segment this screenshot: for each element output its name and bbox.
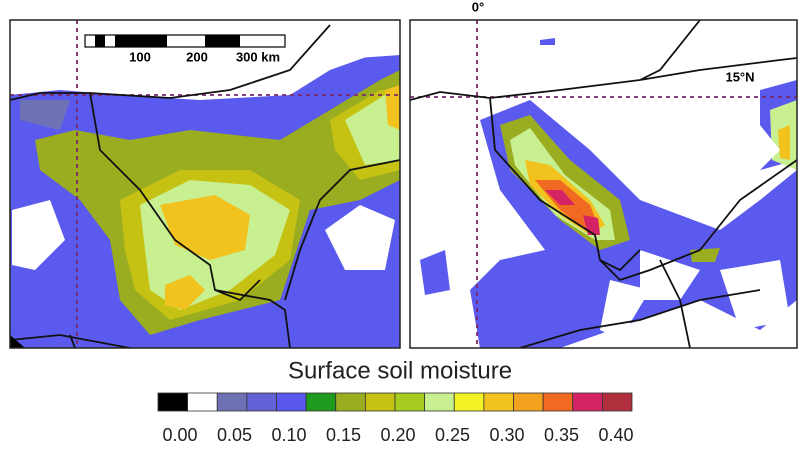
colorbar-cell (157, 392, 189, 412)
colorbar-tick-label: 0.00 (162, 425, 197, 445)
colorbar-cell (305, 392, 337, 412)
colorbar-cell (542, 392, 574, 412)
colorbar-cell (187, 392, 218, 412)
colorbar: 0.00 0.05 0.10 0.15 0.20 0.25 0.30 0.35 0.40 (157, 392, 634, 445)
scale-label: 100 (129, 49, 151, 64)
colorbar-cell (601, 392, 633, 412)
colorbar-cell (216, 392, 248, 412)
right-map (410, 20, 797, 348)
parallel-label: 15°N (725, 69, 754, 84)
colorbar-cell (276, 392, 307, 412)
legend-title: Surface soil moisture (288, 357, 512, 384)
colorbar-tick-label: 0.20 (380, 425, 415, 445)
colorbar-tick-label: 0.30 (489, 425, 524, 445)
colorbar-tick-label: 0.05 (217, 425, 252, 445)
colorbar-cell (453, 392, 485, 412)
colorbar-tick-label: 0.40 (598, 425, 633, 445)
colorbar-cell (572, 392, 603, 412)
scale-label: 200 (186, 49, 208, 64)
colorbar-cell (394, 392, 426, 412)
scale-label: 300 km (236, 49, 280, 64)
left-map (10, 20, 400, 348)
colorbar-cell (513, 392, 544, 412)
colorbar-cell (246, 392, 277, 412)
colorbar-cell (335, 392, 366, 412)
colorbar-tick-label: 0.15 (326, 425, 361, 445)
colorbar-tick-label: 0.35 (544, 425, 579, 445)
scale-bar: 100 200 300 km (84, 34, 286, 64)
meridian-label: 0° (472, 0, 484, 14)
colorbar-tick-label: 0.10 (271, 425, 306, 445)
colorbar-cell (483, 392, 514, 412)
colorbar-cell (364, 392, 396, 412)
colorbar-tick-label: 0.25 (435, 425, 470, 445)
colorbar-cell (424, 392, 455, 412)
